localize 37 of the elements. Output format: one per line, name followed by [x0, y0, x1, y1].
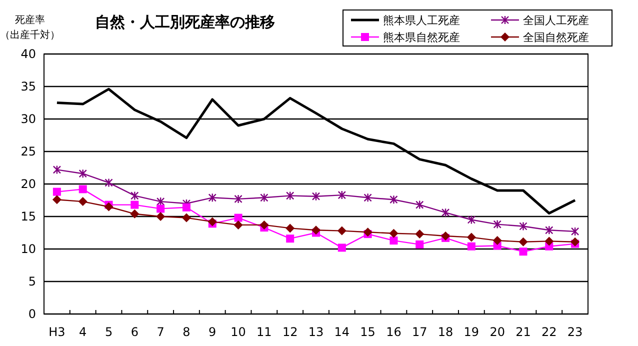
x-tick-label: 14 [334, 325, 350, 339]
legend-label: 熊本県自然死産 [383, 31, 460, 44]
x-tick-label: 21 [516, 325, 531, 339]
y-tick-label: 15 [20, 210, 36, 224]
legend-label: 全国人工死産 [523, 14, 589, 27]
y-tick-label: 25 [20, 144, 36, 158]
y-axis-title: 死産率 [15, 14, 45, 26]
x-tick-label: 9 [208, 325, 216, 339]
x-tick-label: 7 [156, 325, 164, 339]
x-tick-label: 10 [230, 325, 246, 339]
y-tick-label: 35 [20, 80, 36, 94]
x-tick-label: H3 [48, 325, 66, 339]
y-tick-label: 5 [28, 274, 36, 288]
x-tick-label: 12 [282, 325, 298, 339]
legend-label: 熊本県人工死産 [383, 14, 460, 27]
x-tick-label: 18 [438, 325, 454, 339]
x-tick-label: 16 [386, 325, 402, 339]
x-tick-label: 15 [360, 325, 376, 339]
x-tick-label: 8 [182, 325, 190, 339]
y-tick-label: 0 [28, 307, 36, 321]
y-tick-label: 40 [20, 47, 36, 61]
x-tick-label: 20 [490, 325, 505, 339]
x-tick-label: 5 [104, 325, 113, 339]
text: （出産千対） [0, 29, 60, 41]
x-tick-label: 23 [567, 325, 583, 339]
x-tick-label: 17 [412, 325, 428, 339]
legend-label: 全国自然死産 [523, 31, 589, 44]
x-tick-label: 19 [464, 325, 480, 339]
chart-title: 自然・人工別死産率の推移 [95, 13, 275, 31]
x-tick-label: 6 [130, 325, 138, 339]
x-tick-label: 22 [542, 325, 557, 339]
x-tick-label: 13 [308, 325, 324, 339]
x-tick-label: 11 [256, 325, 272, 339]
y-tick-label: 20 [20, 177, 36, 191]
y-tick-label: 10 [20, 242, 36, 256]
y-tick-label: 30 [20, 112, 36, 126]
x-tick-label: 4 [79, 325, 87, 339]
